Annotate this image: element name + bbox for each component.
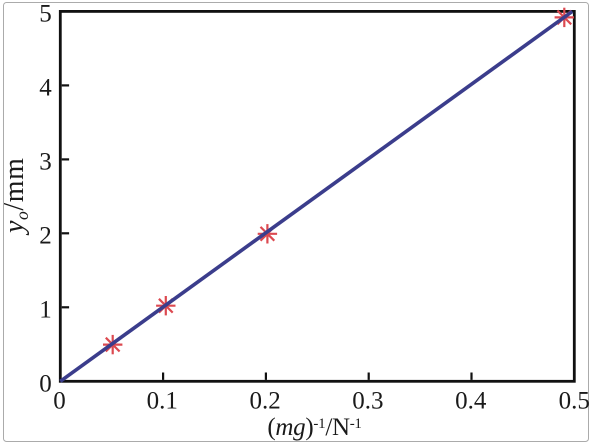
svg-text:4: 4	[39, 74, 52, 101]
svg-text:0.3: 0.3	[352, 388, 383, 415]
svg-text:0.2: 0.2	[249, 388, 280, 415]
svg-text:0: 0	[53, 388, 66, 415]
svg-text:0.4: 0.4	[455, 388, 487, 415]
svg-text:0: 0	[39, 371, 52, 398]
svg-text:yo/mm: yo/mm	[0, 157, 32, 236]
svg-text:0.5: 0.5	[559, 388, 590, 415]
svg-text:2: 2	[39, 222, 52, 249]
svg-text:5: 5	[39, 0, 52, 27]
svg-text:0.1: 0.1	[147, 388, 178, 415]
svg-text:1: 1	[39, 296, 52, 323]
svg-text:3: 3	[39, 148, 52, 175]
svg-text:(mg)-1/N-1: (mg)-1/N-1	[267, 414, 361, 441]
